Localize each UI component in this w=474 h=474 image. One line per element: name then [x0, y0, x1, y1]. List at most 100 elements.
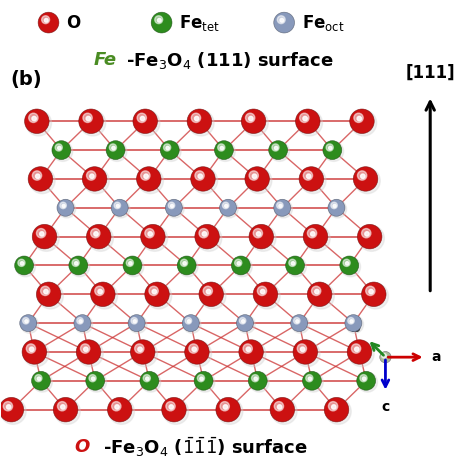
Circle shape [220, 401, 229, 411]
Circle shape [25, 109, 49, 134]
Circle shape [299, 167, 324, 191]
Circle shape [152, 290, 156, 294]
Circle shape [160, 141, 179, 160]
Circle shape [301, 347, 305, 352]
Circle shape [72, 259, 79, 266]
Circle shape [92, 283, 118, 309]
Circle shape [359, 226, 384, 251]
Circle shape [326, 399, 351, 424]
Circle shape [45, 18, 48, 22]
Circle shape [249, 171, 258, 180]
Circle shape [83, 168, 109, 194]
Circle shape [292, 316, 310, 333]
Circle shape [32, 372, 50, 390]
Circle shape [109, 144, 117, 151]
Circle shape [69, 256, 88, 275]
Circle shape [248, 372, 267, 390]
Circle shape [194, 372, 213, 390]
Circle shape [185, 340, 209, 364]
Circle shape [200, 283, 226, 309]
Circle shape [20, 262, 24, 265]
Circle shape [33, 373, 52, 392]
Circle shape [196, 226, 222, 251]
Circle shape [274, 199, 291, 216]
Circle shape [171, 204, 173, 208]
Circle shape [57, 401, 67, 411]
Circle shape [23, 341, 49, 367]
Circle shape [363, 283, 389, 309]
Circle shape [25, 320, 28, 323]
Circle shape [351, 110, 377, 136]
Circle shape [52, 141, 71, 160]
Circle shape [26, 110, 52, 136]
Circle shape [53, 397, 78, 422]
Circle shape [245, 167, 269, 191]
Circle shape [55, 144, 62, 151]
Circle shape [178, 257, 198, 277]
Circle shape [78, 341, 103, 367]
Circle shape [36, 228, 46, 238]
Circle shape [187, 109, 212, 134]
Circle shape [53, 142, 73, 162]
Circle shape [301, 168, 326, 194]
Circle shape [26, 344, 36, 353]
Circle shape [29, 347, 34, 352]
Circle shape [187, 320, 191, 323]
Circle shape [166, 200, 184, 218]
Circle shape [32, 117, 36, 121]
Circle shape [220, 200, 238, 218]
Circle shape [256, 232, 261, 236]
Circle shape [94, 232, 98, 236]
Circle shape [166, 401, 175, 411]
Circle shape [328, 401, 338, 411]
Circle shape [192, 168, 218, 194]
Text: b: b [351, 320, 360, 335]
Circle shape [223, 405, 228, 409]
Circle shape [164, 144, 171, 151]
Circle shape [148, 232, 153, 236]
Circle shape [308, 228, 317, 238]
Circle shape [151, 12, 172, 33]
Circle shape [87, 373, 107, 392]
Circle shape [303, 373, 323, 392]
Circle shape [112, 200, 130, 218]
Circle shape [137, 167, 161, 191]
Circle shape [357, 224, 382, 249]
Circle shape [269, 141, 288, 160]
Circle shape [61, 405, 65, 409]
Circle shape [82, 167, 107, 191]
Circle shape [83, 347, 88, 352]
Circle shape [323, 141, 342, 160]
Circle shape [292, 262, 295, 265]
Circle shape [20, 315, 36, 332]
Circle shape [231, 256, 250, 275]
Circle shape [141, 171, 150, 180]
Circle shape [114, 202, 120, 209]
Circle shape [126, 259, 133, 266]
Circle shape [74, 315, 91, 332]
Circle shape [83, 113, 92, 122]
Circle shape [44, 290, 48, 294]
Circle shape [382, 354, 386, 358]
Circle shape [36, 282, 61, 307]
Circle shape [38, 12, 59, 33]
Text: O: O [66, 14, 80, 32]
Circle shape [40, 232, 44, 236]
Circle shape [149, 286, 158, 295]
Circle shape [362, 228, 371, 238]
Circle shape [34, 226, 59, 251]
Circle shape [357, 117, 362, 121]
Circle shape [141, 224, 165, 249]
Circle shape [279, 204, 282, 208]
Circle shape [140, 372, 159, 390]
Circle shape [0, 397, 24, 422]
Circle shape [246, 347, 251, 352]
Circle shape [309, 283, 334, 309]
Circle shape [304, 226, 330, 251]
Circle shape [199, 282, 223, 307]
Circle shape [42, 16, 50, 24]
Circle shape [177, 256, 196, 275]
Circle shape [28, 167, 53, 191]
Circle shape [272, 144, 279, 151]
Circle shape [197, 374, 205, 382]
